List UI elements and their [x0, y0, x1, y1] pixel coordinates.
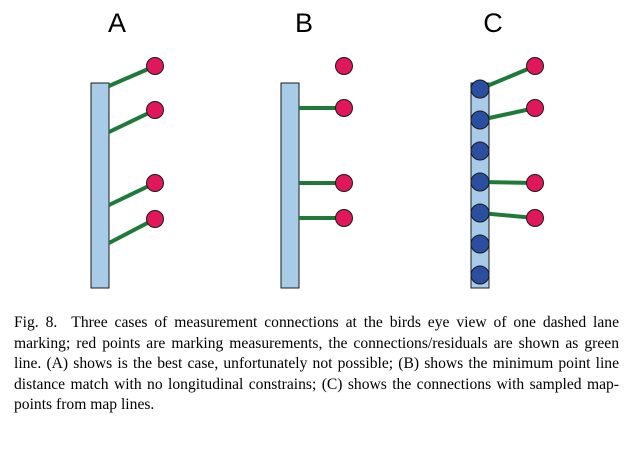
measurement-point: [146, 210, 164, 228]
measurement-point: [335, 99, 353, 117]
measurement-point: [526, 57, 544, 75]
map-point: [470, 172, 490, 192]
panel-a-label: A: [108, 8, 126, 38]
map-point: [470, 203, 490, 223]
map-point: [470, 141, 490, 161]
measurement-point: [146, 101, 164, 119]
map-point: [470, 79, 490, 99]
measurement-point: [146, 57, 164, 75]
panel-b: [280, 57, 353, 289]
caption-figure-label: Fig. 8.: [14, 314, 58, 331]
measurement-point: [526, 174, 544, 192]
measurement-point: [335, 209, 353, 227]
panel-a: [90, 57, 164, 289]
measurement-point: [526, 99, 544, 117]
lane-marking: [90, 82, 110, 289]
panel-b-label: B: [295, 8, 313, 38]
panel-c: [470, 57, 544, 289]
map-point: [470, 110, 490, 130]
connection-line: [479, 64, 536, 91]
measurement-point: [146, 174, 164, 192]
measurement-connection-diagram: A B C: [90, 8, 544, 289]
measurement-point: [335, 174, 353, 192]
figure-caption: Fig. 8. Three cases of measurement connec…: [14, 313, 619, 416]
caption-text: Three cases of measurement connections a…: [14, 314, 620, 414]
map-point: [470, 265, 490, 285]
measurement-point: [335, 57, 353, 75]
panel-c-label: C: [483, 8, 503, 38]
map-point: [470, 234, 490, 254]
measurement-point: [526, 209, 544, 227]
lane-marking: [280, 82, 300, 289]
